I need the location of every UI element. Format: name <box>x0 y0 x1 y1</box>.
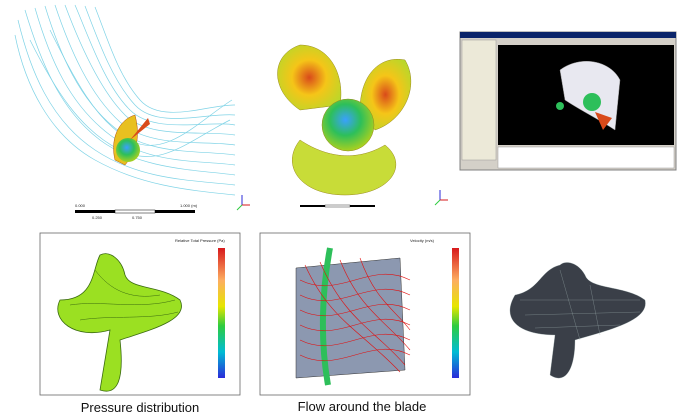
pressure-panel: Relative Total Pressure (Pa) <box>39 232 241 396</box>
streamline-view <box>14 4 236 196</box>
legend-title: Velocity (m/s) <box>410 238 435 243</box>
axis-triad <box>236 190 448 211</box>
mesh-propeller <box>509 262 646 379</box>
legend-title: Relative Total Pressure (Pa) <box>175 238 225 243</box>
scale-bar-2 <box>300 204 375 208</box>
software-screenshot <box>459 31 677 171</box>
scale-label: 0.000 <box>75 203 86 208</box>
scale-bar: 0.000 1.000 (m) 0.250 0.750 <box>75 203 198 220</box>
caption: Pressure distribution <box>81 400 200 415</box>
scale-label: 0.750 <box>132 215 143 220</box>
propeller-small <box>113 114 150 166</box>
scale-label: 1.000 (m) <box>180 203 198 208</box>
caption: Flow around the blade <box>298 399 427 414</box>
propeller-pressure <box>277 44 412 196</box>
scale-label: 0.250 <box>92 215 103 220</box>
flow-panel: Velocity (m/s) <box>259 232 471 396</box>
